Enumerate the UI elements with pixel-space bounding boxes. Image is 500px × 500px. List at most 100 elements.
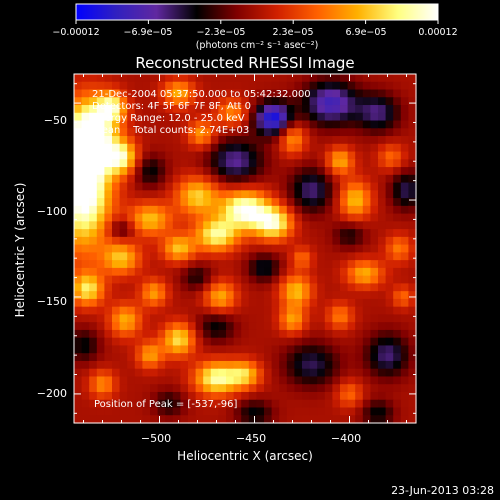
heatmap-cell	[385, 112, 394, 122]
heatmap-cell	[271, 260, 280, 269]
heatmap-cell	[286, 275, 295, 284]
heatmap-cell	[332, 136, 341, 145]
heatmap-cell	[324, 205, 333, 215]
heatmap-cell	[210, 182, 219, 191]
heatmap-cell	[264, 198, 273, 207]
heatmap-cell	[393, 128, 402, 137]
heatmap-cell	[408, 291, 417, 300]
heatmap-cell	[74, 415, 83, 424]
heatmap-cell	[248, 329, 257, 339]
heatmap-cell	[241, 151, 250, 160]
heatmap-cell	[317, 415, 326, 424]
heatmap-cell	[317, 229, 326, 238]
heatmap-cell	[370, 151, 379, 160]
heatmap-cell	[340, 120, 349, 129]
heatmap-cell	[172, 306, 181, 316]
heatmap-cell	[165, 260, 174, 269]
heatmap-cell	[81, 190, 90, 199]
heatmap-cell	[271, 89, 280, 98]
heatmap-cell	[218, 105, 227, 114]
heatmap-cell	[233, 360, 242, 370]
heatmap-cell	[309, 298, 318, 308]
heatmap-cell	[286, 260, 295, 269]
heatmap-cell	[218, 384, 227, 393]
heatmap-cell	[279, 407, 288, 416]
heatmap-cell	[226, 97, 235, 106]
heatmap-cell	[157, 360, 166, 370]
heatmap-cell	[142, 391, 151, 401]
heatmap-cell	[378, 337, 387, 347]
annotation-energy: Energy Range: 12.0 - 25.0 keV	[92, 113, 245, 124]
heatmap-cell	[74, 143, 83, 153]
heatmap-cell	[279, 112, 288, 122]
heatmap-cell	[150, 252, 159, 261]
heatmap-cell	[309, 81, 318, 91]
heatmap-cell	[378, 167, 387, 176]
heatmap-cell	[150, 221, 159, 230]
heatmap-cell	[264, 97, 273, 106]
heatmap-cell	[96, 267, 105, 277]
heatmap-cell	[317, 97, 326, 106]
heatmap-cell	[134, 244, 143, 253]
heatmap-cell	[233, 236, 242, 246]
heatmap-cell	[355, 337, 364, 347]
heatmap-cell	[89, 89, 98, 98]
heatmap-cell	[286, 329, 295, 339]
heatmap-cell	[408, 360, 417, 370]
heatmap-cell	[309, 143, 318, 153]
heatmap-cell	[195, 136, 204, 145]
heatmap-cell	[81, 384, 90, 393]
heatmap-cell	[302, 143, 311, 153]
heatmap-cell	[74, 136, 83, 145]
heatmap-cell	[96, 368, 105, 378]
heatmap-cell	[271, 353, 280, 362]
heatmap-cell	[355, 151, 364, 160]
heatmap-cell	[241, 128, 250, 137]
heatmap-cell	[142, 399, 151, 409]
heatmap-cell	[317, 221, 326, 230]
heatmap-cell	[81, 167, 90, 176]
heatmap-cell	[210, 128, 219, 137]
heatmap-cell	[74, 252, 83, 261]
heatmap-cell	[142, 407, 151, 416]
heatmap-cell	[279, 97, 288, 106]
heatmap-cell	[233, 368, 242, 378]
heatmap-cell	[142, 267, 151, 277]
heatmap-cell	[218, 415, 227, 424]
heatmap-cell	[226, 236, 235, 246]
heatmap-cell	[408, 267, 417, 277]
heatmap-cell	[264, 329, 273, 339]
heatmap-cell	[180, 151, 189, 160]
heatmap-cell	[188, 97, 197, 106]
heatmap-cell	[248, 252, 257, 261]
heatmap-cell	[104, 368, 113, 378]
heatmap-cell	[157, 368, 166, 378]
heatmap-cell	[279, 198, 288, 207]
heatmap-cell	[362, 167, 371, 176]
heatmap-cell	[81, 97, 90, 106]
heatmap-cell	[340, 221, 349, 230]
heatmap-cell	[195, 143, 204, 153]
heatmap-image	[74, 74, 417, 424]
heatmap-cell	[89, 136, 98, 145]
heatmap-cell	[286, 345, 295, 354]
heatmap-cell	[286, 368, 295, 378]
heatmap-cell	[332, 329, 341, 339]
heatmap-cell	[188, 205, 197, 215]
heatmap-cell	[332, 174, 341, 184]
heatmap-cell	[142, 159, 151, 168]
heatmap-cell	[81, 143, 90, 153]
heatmap-cell	[104, 314, 113, 323]
heatmap-cell	[233, 407, 242, 416]
y-tick-label-50: −50	[44, 114, 67, 127]
heatmap-cell	[241, 376, 250, 385]
heatmap-cell	[309, 329, 318, 339]
heatmap-cell	[218, 275, 227, 284]
heatmap-cell	[256, 415, 265, 424]
heatmap-cell	[286, 198, 295, 207]
heatmap-cell	[264, 190, 273, 199]
heatmap-cell	[332, 120, 341, 129]
heatmap-cell	[81, 275, 90, 284]
heatmap-cell	[195, 167, 204, 176]
heatmap-cell	[264, 360, 273, 370]
